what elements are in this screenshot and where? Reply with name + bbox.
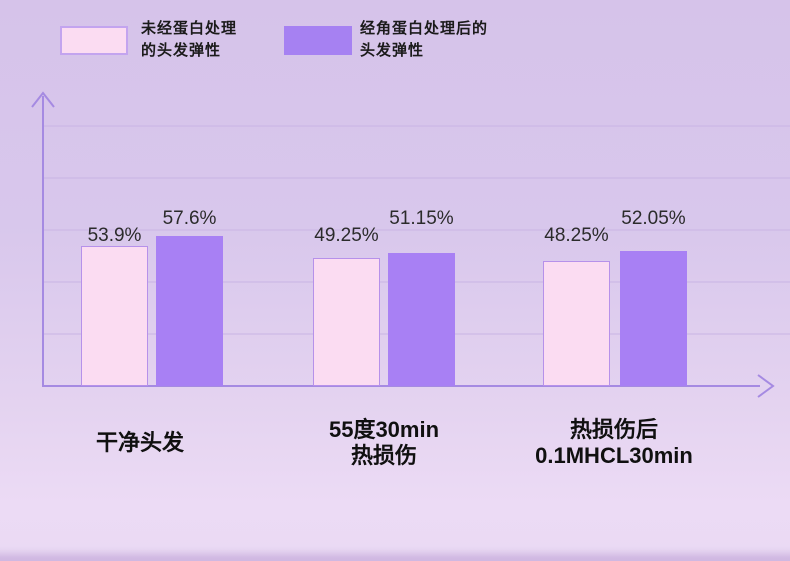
- bar-treated-group1: [156, 236, 223, 386]
- x-axis-label-group1: 干净头发: [95, 430, 184, 455]
- legend-label-keratin-treated: 经角蛋白处理后的 头发弹性: [360, 20, 489, 59]
- value-label-treated-group3: 52.05%: [621, 208, 686, 229]
- x-axis-arrow-icon: [757, 374, 775, 398]
- legend-item-untreated: 未经蛋白处理 的头发弹性: [60, 18, 237, 62]
- bottom-shadow: [0, 549, 790, 561]
- value-label-treated-group1: 57.6%: [162, 208, 217, 229]
- value-label-untreated-group3: 48.25%: [544, 225, 609, 246]
- bar-untreated-group1: [81, 246, 148, 386]
- bar-treated-group3: [620, 251, 687, 386]
- bar-treated-group2: [388, 253, 455, 386]
- y-axis-arrow-icon: [31, 91, 55, 108]
- x-axis-label-group2: 55度30min 热损伤: [328, 417, 440, 468]
- bar-untreated-group3: [543, 261, 610, 386]
- legend-swatch-keratin-treated: [284, 26, 352, 55]
- value-label-untreated-group2: 49.25%: [314, 225, 379, 246]
- legend-swatch-untreated: [60, 26, 128, 55]
- legend-label-untreated: 未经蛋白处理 的头发弹性: [141, 20, 238, 59]
- value-label-treated-group2: 51.15%: [389, 208, 454, 229]
- chart-legend: 未经蛋白处理 的头发弹性 经角蛋白处理后的 头发弹性: [0, 0, 790, 70]
- value-label-untreated-group1: 53.9%: [87, 225, 142, 246]
- bar-untreated-group2: [313, 258, 380, 386]
- x-axis-label-group3: 热损伤后 0.1MHCL30min: [535, 417, 693, 468]
- legend-item-keratin-treated: 经角蛋白处理后的 头发弹性: [284, 18, 488, 62]
